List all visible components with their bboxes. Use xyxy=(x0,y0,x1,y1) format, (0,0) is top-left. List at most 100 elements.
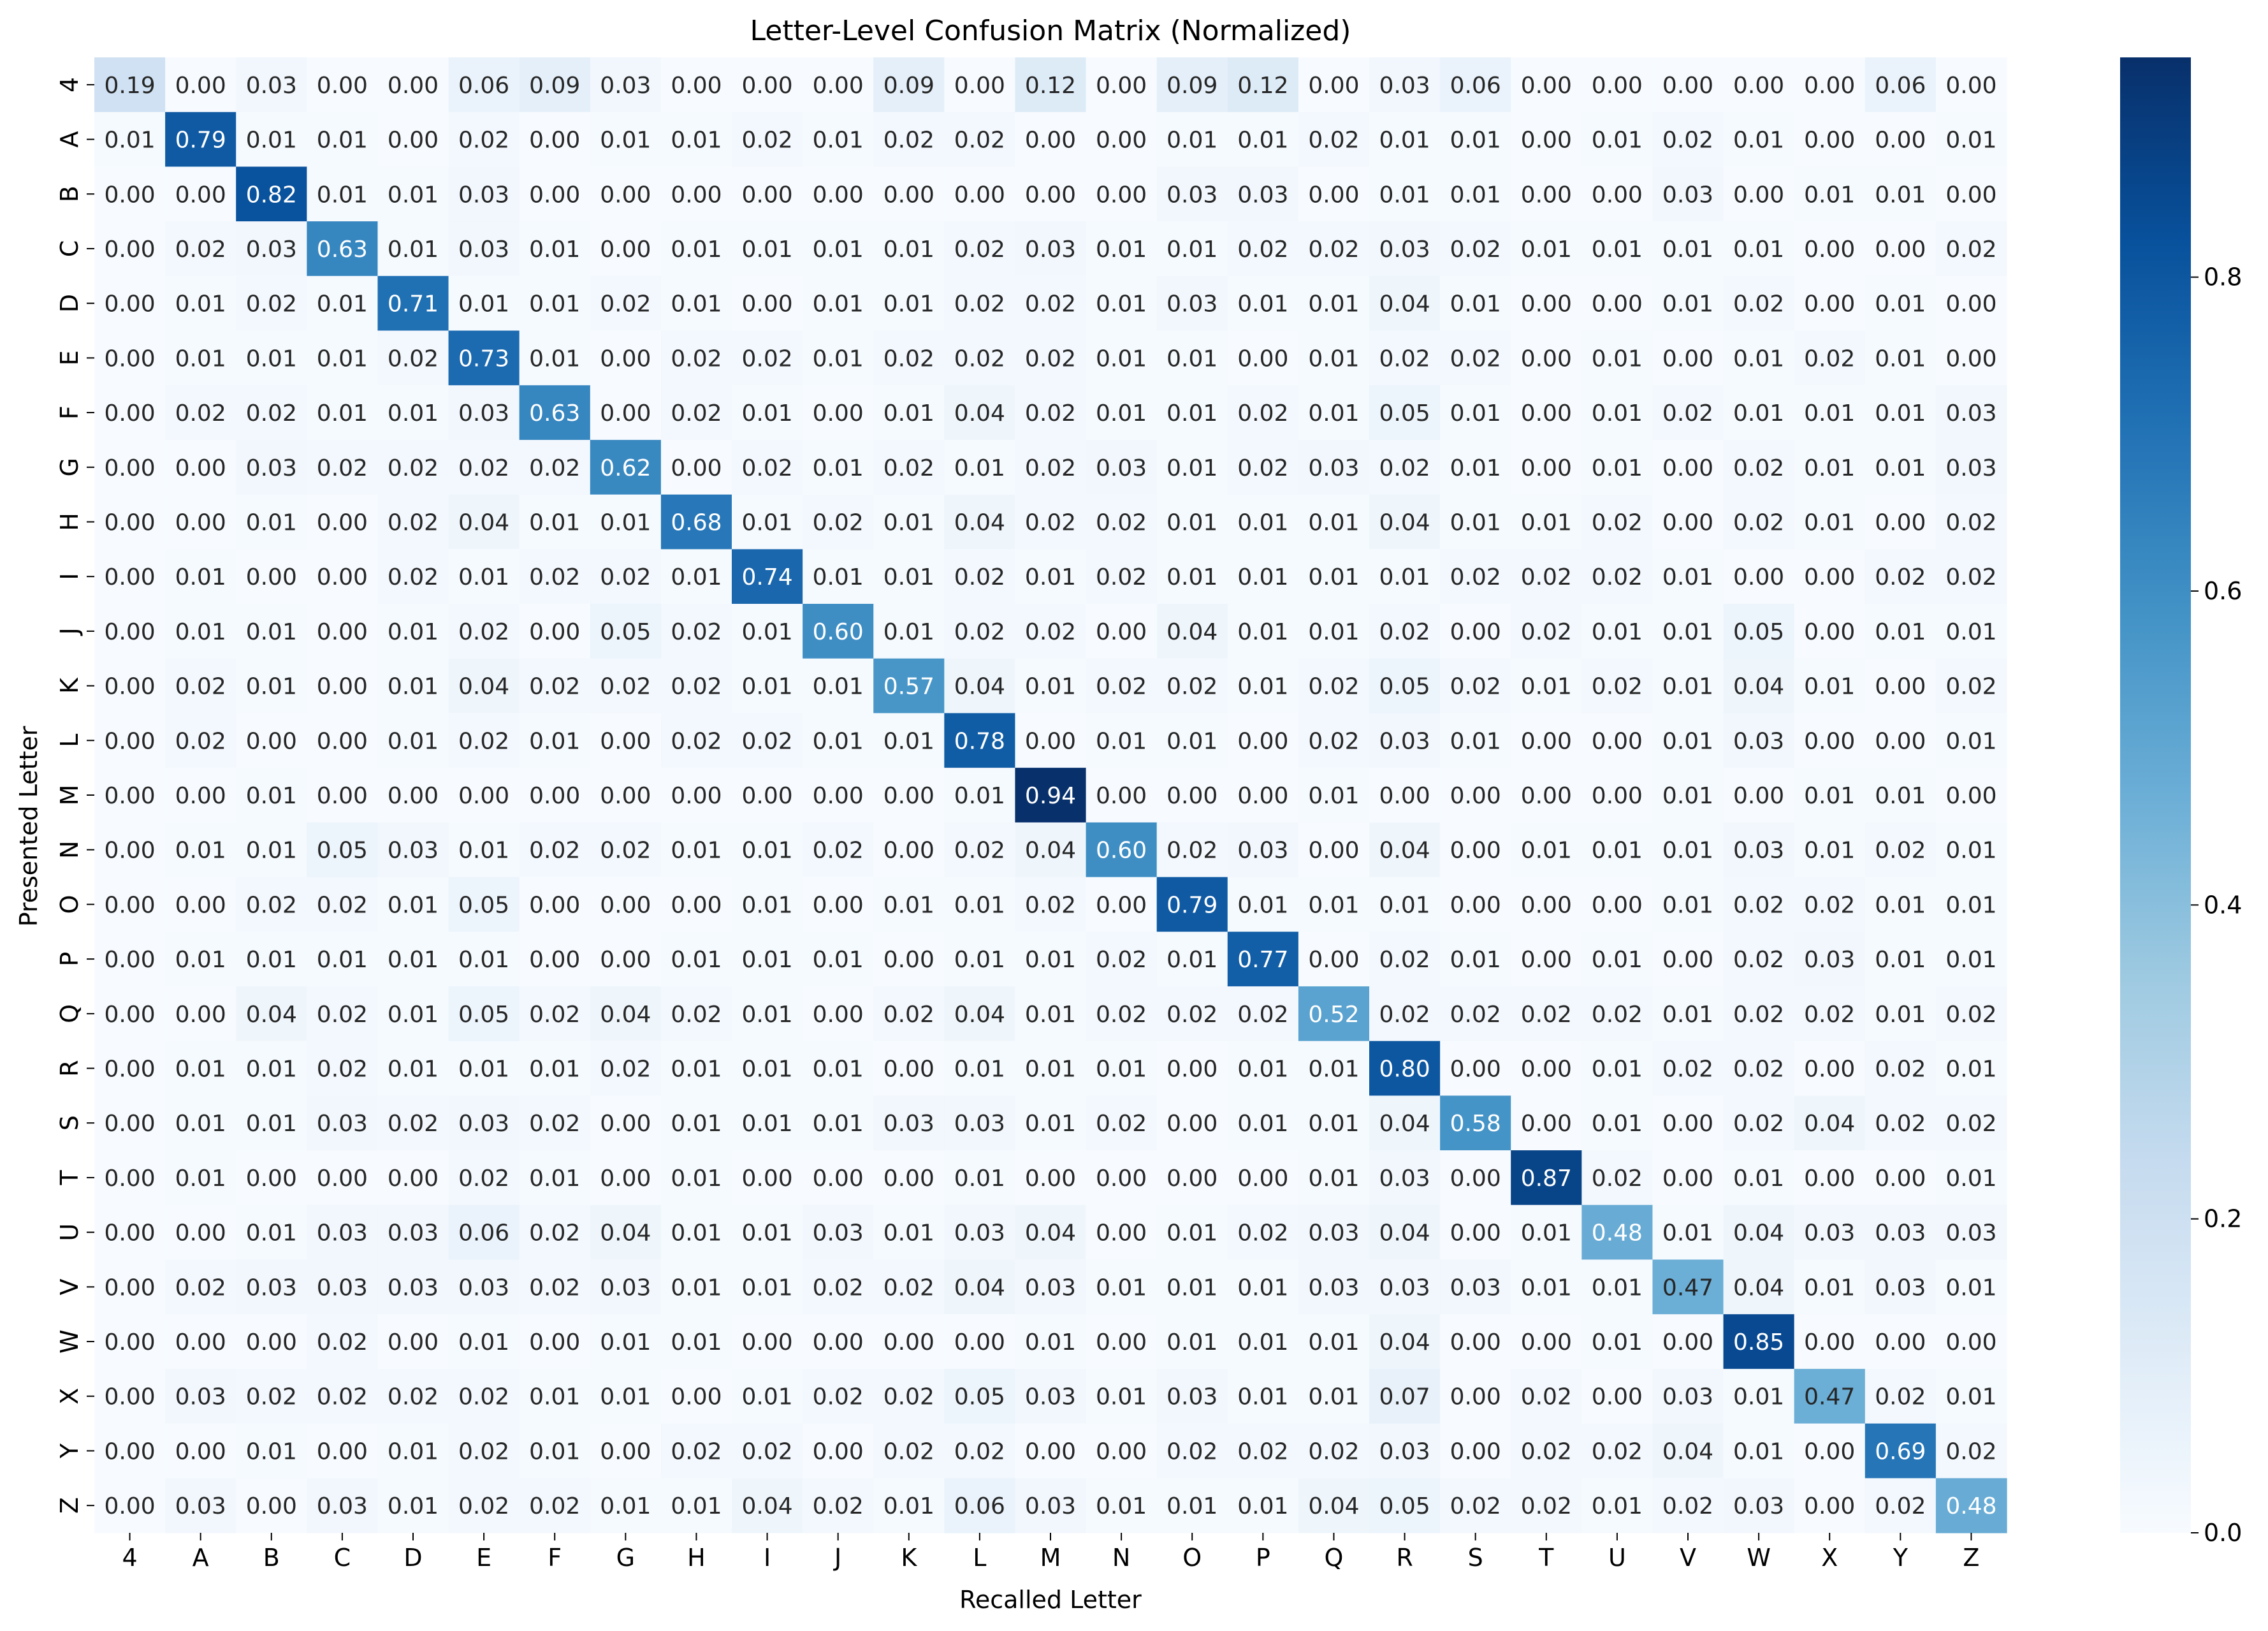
cell-value-label: 0.00 xyxy=(246,728,297,754)
heatmap-cell xyxy=(1227,494,1299,550)
heatmap-cell xyxy=(1015,1478,1087,1533)
heatmap-cell xyxy=(377,877,449,932)
cell-value-label: 0.00 xyxy=(104,1002,155,1028)
cell-value-label: 0.01 xyxy=(1662,1220,1713,1247)
y-tick-label: K xyxy=(55,677,84,694)
cell-value-label: 0.02 xyxy=(1945,674,1996,700)
heatmap-cell xyxy=(1581,604,1654,659)
heatmap-cell xyxy=(1581,1259,1654,1315)
cell-value-label: 0.02 xyxy=(388,1111,439,1137)
heatmap-cell xyxy=(1794,1095,1866,1151)
heatmap-cell xyxy=(165,822,236,878)
cell-value-label: 0.01 xyxy=(1662,783,1713,809)
heatmap-cell xyxy=(165,1095,236,1151)
cell-value-label: 0.00 xyxy=(741,73,792,99)
heatmap-cell xyxy=(732,57,803,113)
cell-value-label: 0.01 xyxy=(813,291,864,318)
heatmap-cell xyxy=(660,385,732,441)
cell-value-label: 0.04 xyxy=(1379,291,1430,318)
heatmap-cell xyxy=(590,57,662,113)
cell-value-label: 0.07 xyxy=(1379,1384,1430,1410)
heatmap-cell xyxy=(732,1478,803,1533)
cell-value-label: 0.02 xyxy=(1096,1002,1147,1028)
cell-value-label: 0.01 xyxy=(1450,291,1501,318)
heatmap-cell xyxy=(1511,221,1582,277)
heatmap-cell xyxy=(1156,604,1228,659)
heatmap-cell xyxy=(519,822,591,878)
heatmap-cell xyxy=(1652,1204,1724,1261)
cell-value-label: 0.02 xyxy=(529,1220,580,1247)
heatmap-cell xyxy=(1015,1150,1087,1206)
cell-value-label: 0.01 xyxy=(1308,1111,1359,1137)
cell-value-label: 0.02 xyxy=(1875,1384,1926,1410)
colorbar-tick-label: 0.0 xyxy=(2204,1519,2242,1547)
cell-value-label: 0.02 xyxy=(1804,346,1855,372)
cell-value-label: 0.02 xyxy=(317,1384,368,1410)
heatmap-cell xyxy=(236,1368,307,1424)
cell-value-label: 0.00 xyxy=(1945,783,1996,809)
cell-value-label: 0.02 xyxy=(1733,1002,1784,1028)
x-tick-label: V xyxy=(1680,1544,1696,1572)
cell-value-label: 0.01 xyxy=(1167,1220,1218,1247)
cell-value-label: 0.01 xyxy=(1025,1002,1076,1028)
heatmap-cell xyxy=(1511,1095,1582,1151)
cell-value-label: 0.00 xyxy=(600,346,651,372)
cell-value-label: 0.01 xyxy=(246,1220,297,1247)
cell-value-label: 0.00 xyxy=(1450,1166,1501,1192)
cell-value-label: 0.00 xyxy=(813,1002,864,1028)
cell-value-label: 0.00 xyxy=(741,1329,792,1356)
cell-value-label: 0.02 xyxy=(1733,947,1784,973)
heatmap-cell xyxy=(377,1259,449,1315)
heatmap-cell xyxy=(1935,112,2007,168)
cell-value-label: 0.02 xyxy=(1379,619,1430,645)
heatmap-cell xyxy=(1865,549,1937,604)
cell-value-label: 0.01 xyxy=(1804,182,1855,208)
heatmap-cell xyxy=(1369,1259,1441,1315)
heatmap-cell xyxy=(519,330,591,386)
cell-value-label: 0.52 xyxy=(1308,1002,1359,1028)
heatmap-cell xyxy=(1227,57,1299,113)
cell-value-label: 0.01 xyxy=(1167,128,1218,154)
heatmap-cell xyxy=(1156,877,1228,932)
cell-value-label: 0.00 xyxy=(1592,73,1643,99)
heatmap-cell xyxy=(307,1150,379,1206)
cell-value-label: 0.04 xyxy=(1733,1220,1784,1247)
heatmap-cell xyxy=(1086,221,1158,277)
cell-value-label: 0.02 xyxy=(388,564,439,590)
heatmap-cell xyxy=(1794,57,1866,113)
x-tick-label: W xyxy=(1747,1544,1771,1572)
cell-value-label: 0.87 xyxy=(1521,1166,1572,1192)
heatmap-cell xyxy=(1511,877,1582,932)
heatmap-cell xyxy=(1581,1314,1654,1370)
heatmap-cell xyxy=(236,877,307,932)
heatmap-cell xyxy=(377,986,449,1042)
cell-value-label: 0.00 xyxy=(741,1166,792,1192)
heatmap-cell xyxy=(803,57,874,113)
x-tick-label: J xyxy=(833,1544,841,1572)
heatmap-cell xyxy=(1511,439,1582,495)
y-tick-label: 4 xyxy=(55,77,84,92)
heatmap-cell xyxy=(1865,494,1937,550)
heatmap-cell xyxy=(1935,221,2007,277)
heatmap-cell xyxy=(1227,822,1299,878)
heatmap-cell xyxy=(944,1041,1016,1096)
cell-value-label: 0.74 xyxy=(741,564,792,590)
heatmap-cell xyxy=(803,330,874,386)
heatmap-cell xyxy=(307,1041,379,1096)
heatmap-cell xyxy=(1652,112,1724,168)
heatmap-cell xyxy=(307,1478,379,1533)
heatmap-cell xyxy=(1865,713,1937,768)
heatmap-cell xyxy=(1227,1478,1299,1533)
cell-value-label: 0.00 xyxy=(1308,73,1359,99)
cell-value-label: 0.00 xyxy=(104,1384,155,1410)
cell-value-label: 0.01 xyxy=(1592,1111,1643,1137)
cell-value-label: 0.01 xyxy=(1733,346,1784,372)
cell-value-label: 0.01 xyxy=(1521,237,1572,263)
cell-value-label: 0.01 xyxy=(1875,1002,1926,1028)
cell-value-label: 0.01 xyxy=(388,182,439,208)
cell-value-label: 0.02 xyxy=(671,619,722,645)
cell-value-label: 0.03 xyxy=(1804,947,1855,973)
heatmap-cell xyxy=(1652,1478,1724,1533)
heatmap-cell xyxy=(377,768,449,823)
heatmap-cell xyxy=(873,932,945,987)
